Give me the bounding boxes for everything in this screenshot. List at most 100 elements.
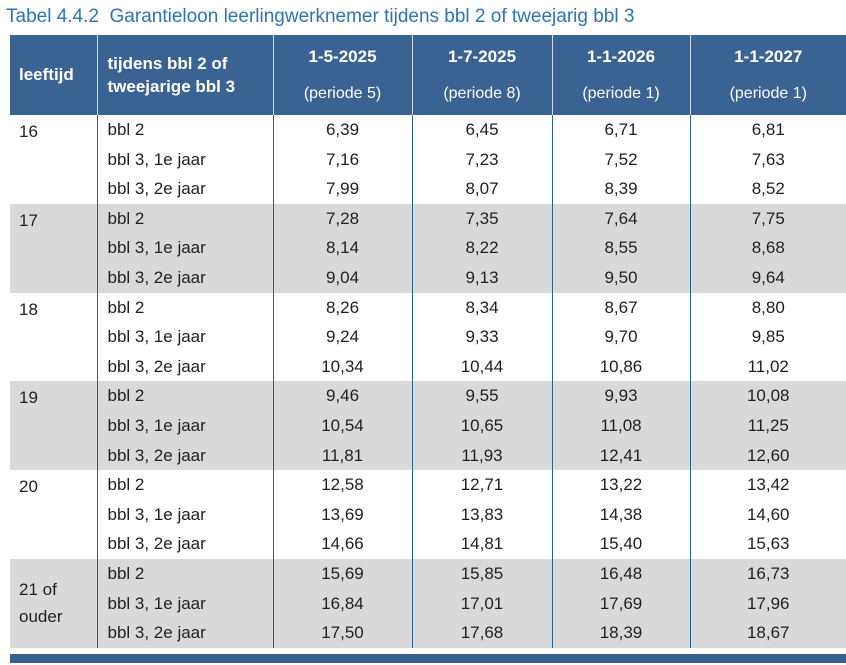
wage-cell: 14,81 [411,529,552,559]
wage-cell: 13,83 [411,499,552,530]
table-bottom-bar [10,653,846,663]
wage-cell: 8,14 [272,233,412,263]
wage-cell: 9,13 [411,262,552,293]
periode-label: (periode 1) [582,85,660,102]
wage-cell: 12,71 [411,470,552,500]
column-header-date-1-1-2026: 1-1-2026 (periode 1) [551,35,690,115]
wage-cell: 7,35 [411,203,552,234]
wage-cell: 9,46 [272,381,412,411]
wage-cell: 15,40 [551,529,690,559]
date-label: 1-7-2025 [447,47,517,66]
category-cell: bbl 3, 1e jaar [96,588,273,619]
wage-cell: 14,66 [272,529,412,559]
wage-cell: 15,63 [689,529,846,559]
wage-cell: 8,67 [551,292,690,323]
wage-cell: 8,68 [689,233,846,263]
wage-cell: 9,64 [689,262,846,293]
wage-cell: 10,86 [551,351,690,382]
age-cell: 18 [10,292,97,382]
wage-cell: 15,85 [411,558,552,589]
wage-cell: 10,54 [272,410,412,441]
category-cell: bbl 2 [96,203,273,234]
category-cell: bbl 3, 1e jaar [96,322,273,352]
category-cell: bbl 3, 1e jaar [96,410,273,441]
table-title: Tabel 4.4.2 Garantieloon leerlingwerknem… [6,6,635,27]
wage-cell: 6,39 [272,115,412,145]
periode-label: (periode 5) [303,85,382,102]
wage-cell: 7,28 [272,203,412,234]
age-cell: 21 of ouder [10,558,97,648]
table-row: bbl 3, 2e jaar 17,50 17,68 18,39 18,67 [10,618,846,648]
category-cell: bbl 3, 2e jaar [96,262,273,293]
wage-cell: 11,81 [272,440,412,471]
column-header-label: tweejarige bbl 3 [107,76,236,96]
category-cell: bbl 3, 2e jaar [96,351,273,382]
table-row: 20 bbl 2 12,58 12,71 13,22 13,42 [10,470,846,559]
wage-cell: 18,67 [689,618,846,648]
wage-cell: 8,07 [411,174,552,204]
table-row: bbl 3, 2e jaar 7,99 8,07 8,39 8,52 [10,174,846,204]
table-row: 18 bbl 2 8,26 8,34 8,67 8,80 [10,292,846,382]
wage-cell: 13,22 [551,470,690,500]
category-cell: bbl 2 [96,558,273,589]
wage-cell: 12,41 [551,440,690,471]
wage-cell: 9,24 [272,322,412,352]
wage-cell: 8,52 [689,174,846,204]
wage-cell: 18,39 [551,618,690,648]
wage-cell: 8,26 [272,292,412,323]
wage-cell: 10,65 [411,410,552,441]
table-row: bbl 3, 2e jaar 11,81 11,93 12,41 12,60 [10,440,846,471]
column-header-label: leeftijd [19,65,74,84]
wage-cell: 14,60 [689,499,846,530]
wage-cell: 16,48 [551,558,690,589]
category-cell: bbl 2 [96,292,273,323]
wage-cell: 13,69 [272,499,412,530]
periode-label: (periode 8) [443,85,521,102]
wage-cell: 9,85 [689,322,846,352]
wage-cell: 12,60 [689,440,846,471]
wage-cell: 10,08 [689,381,846,411]
column-header-date-1-5-2025: 1-5-2025 (periode 5) [272,35,412,115]
wage-cell: 6,81 [689,115,846,145]
category-cell: bbl 3, 2e jaar [96,529,273,559]
wage-cell: 15,69 [272,558,412,589]
column-header-date-1-7-2025: 1-7-2025 (periode 8) [411,35,552,115]
column-header-leeftijd: leeftijd [10,35,97,115]
wage-cell: 17,69 [551,588,690,619]
wage-cell: 8,80 [689,292,846,323]
column-header-date-1-1-2027: 1-1-2027 (periode 1) [689,35,846,115]
wage-cell: 17,50 [272,618,412,648]
wage-cell: 9,50 [551,262,690,293]
date-label: 1-1-2026 [586,47,656,66]
wage-cell: 14,38 [551,499,690,530]
wage-cell: 17,96 [689,588,846,619]
wage-cell: 9,55 [411,381,552,411]
category-cell: bbl 3, 1e jaar [96,144,273,175]
wage-cell: 16,84 [272,588,412,619]
table-row: bbl 3, 1e jaar 10,54 10,65 11,08 11,25 [10,410,846,441]
category-cell: bbl 2 [96,115,273,145]
wage-cell: 16,73 [689,558,846,589]
table-row: 16 bbl 2 6,39 6,45 6,71 6,81 [10,115,846,204]
document-page: Tabel 4.4.2 Garantieloon leerlingwerknem… [0,5,846,665]
category-cell: bbl 2 [96,470,273,500]
wage-cell: 9,70 [551,322,690,352]
category-cell: bbl 3, 2e jaar [96,174,273,204]
date-label: 1-1-2027 [734,47,803,66]
header-row: leeftijd tijdens bbl 2 of tweejarige bbl… [10,35,846,115]
age-cell: 16 [10,115,97,204]
wage-cell: 11,25 [689,410,846,441]
table-row: bbl 3, 1e jaar 13,69 13,83 14,38 14,60 [10,499,846,530]
wage-cell: 6,45 [411,115,552,145]
periode-label: (periode 1) [729,85,807,102]
wage-cell: 8,39 [551,174,690,204]
wage-cell: 11,08 [551,410,690,441]
wage-cell: 7,23 [411,144,552,175]
wage-cell: 8,34 [411,292,552,323]
wage-cell: 7,99 [272,174,412,204]
category-cell: bbl 2 [96,381,273,411]
table-row: bbl 3, 2e jaar 14,66 14,81 15,40 15,63 [10,529,846,559]
table-row: bbl 3, 2e jaar 9,04 9,13 9,50 9,64 [10,262,846,293]
age-cell: 20 [10,470,97,559]
wage-cell: 7,75 [689,203,846,234]
